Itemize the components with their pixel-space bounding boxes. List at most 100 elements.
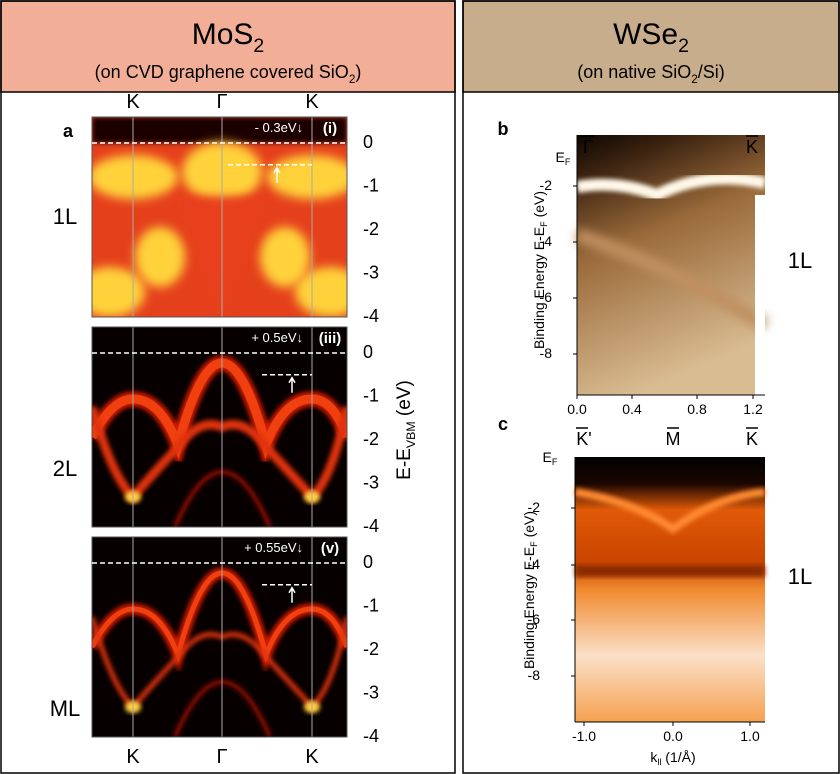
- title: WSe2: [613, 18, 689, 57]
- arrow: [288, 376, 296, 393]
- text-part: 0.0: [663, 728, 683, 744]
- text-part: (i): [323, 120, 337, 137]
- text-part: E: [543, 449, 552, 465]
- text-part: -3: [363, 682, 379, 702]
- fermi-label: EF: [556, 149, 571, 168]
- layer-label: 1L: [788, 248, 812, 273]
- shift-label: + 0.5eV↓: [251, 330, 303, 345]
- text-part: K': [576, 429, 591, 449]
- subscript: VBM: [404, 421, 418, 448]
- y-tick-label: -1: [363, 385, 379, 405]
- k-label: K': [576, 429, 591, 449]
- left-header: [0, 0, 456, 93]
- panel-index: (iii): [319, 330, 342, 347]
- intensity: [267, 155, 347, 199]
- y-tick-label: -2: [363, 429, 379, 449]
- text-part: Γ: [216, 746, 227, 768]
- image-border: [91, 116, 348, 318]
- axis-label: kll (1/Å): [650, 749, 695, 768]
- y-tick-label: -8: [528, 667, 541, 683]
- text-part: (eV): [521, 511, 537, 541]
- text-part: -1.0: [572, 728, 596, 744]
- text-part: -3: [363, 472, 379, 492]
- text-part: 0.4: [622, 401, 642, 417]
- x-tick-label: -1.0: [572, 728, 596, 744]
- arpes-image: [92, 537, 347, 737]
- text-part: 0: [363, 342, 373, 362]
- text-part: + 0.55eV↓: [244, 540, 303, 555]
- text-part: -4: [363, 306, 379, 326]
- text-part: M: [666, 429, 681, 449]
- text-part: -2: [363, 429, 379, 449]
- text-part: b: [498, 119, 509, 139]
- panel-letter: c: [498, 414, 508, 434]
- k-label: K: [126, 746, 140, 768]
- right-frame: [462, 0, 840, 774]
- subscript: F: [552, 457, 558, 467]
- text-part: -8: [528, 667, 541, 683]
- intensity: [260, 227, 310, 287]
- layer-label: 1L: [53, 204, 77, 229]
- layer-label: ML: [50, 696, 81, 721]
- text-part: a: [63, 121, 74, 141]
- k-label: Γ: [216, 91, 227, 113]
- text-part: Binding Energy E-E: [531, 227, 547, 349]
- subscript: F: [529, 541, 539, 547]
- text-part: -4: [363, 516, 379, 536]
- text-part: 0.8: [687, 401, 707, 417]
- y-tick-label: -1: [363, 595, 379, 615]
- text-part: -4: [528, 556, 541, 572]
- text-part: 0.0: [567, 401, 587, 417]
- y-tick-label: -8: [540, 345, 553, 361]
- text-part: -6: [528, 611, 541, 627]
- subtitle: (on CVD graphene covered SiO2): [95, 62, 362, 86]
- text-part: (v): [321, 540, 339, 557]
- x-tick-label: 1.0: [740, 728, 760, 744]
- text-part: Binding Energy E-E: [521, 547, 537, 669]
- text-part: 1.0: [740, 728, 760, 744]
- text-part: -2: [363, 639, 379, 659]
- text-part: 1L: [53, 204, 77, 229]
- x-tick-label: 0.0: [663, 728, 683, 744]
- text-part: /Si): [698, 62, 725, 82]
- y-tick-label: -4: [540, 233, 553, 249]
- panel-index: (v): [321, 540, 339, 557]
- k-label: K: [305, 746, 319, 768]
- text-part: 0: [363, 132, 373, 152]
- text-part: K: [746, 429, 758, 449]
- y-tick-label: -2: [528, 499, 541, 515]
- text-part: K: [305, 91, 319, 113]
- y-tick-label: 0: [363, 552, 373, 572]
- intensity: [92, 267, 145, 317]
- text-part: K: [126, 746, 140, 768]
- panel-letter: b: [498, 119, 509, 139]
- text-part: 1L: [788, 564, 812, 589]
- y-tick-label: -4: [528, 556, 541, 572]
- text-part: -1: [363, 175, 379, 195]
- arrow: [288, 586, 296, 603]
- subscript: ll: [657, 757, 661, 767]
- y-tick-label: -2: [363, 219, 379, 239]
- y-tick-label: -2: [540, 177, 553, 193]
- text-part: (on CVD graphene covered SiO: [95, 62, 349, 82]
- right-header: [462, 0, 840, 93]
- text-part: c: [498, 414, 508, 434]
- intensity: [295, 267, 347, 317]
- subscript: 2: [678, 35, 689, 57]
- layer-label: 1L: [788, 564, 812, 589]
- intensity: [92, 155, 178, 199]
- image-border: [91, 326, 348, 528]
- k-label: K: [746, 429, 758, 449]
- text-part: -8: [540, 345, 553, 361]
- text-part: -2: [540, 177, 553, 193]
- text-part: -1: [363, 595, 379, 615]
- panel-index: (i): [323, 120, 337, 137]
- k-label: K: [126, 91, 140, 113]
- text-part: -2: [363, 219, 379, 239]
- subscript: F: [565, 157, 571, 167]
- band: [575, 172, 767, 202]
- text-part: E: [556, 149, 565, 165]
- x-tick-label: 0.0: [567, 401, 587, 417]
- text-part: ML: [50, 696, 81, 721]
